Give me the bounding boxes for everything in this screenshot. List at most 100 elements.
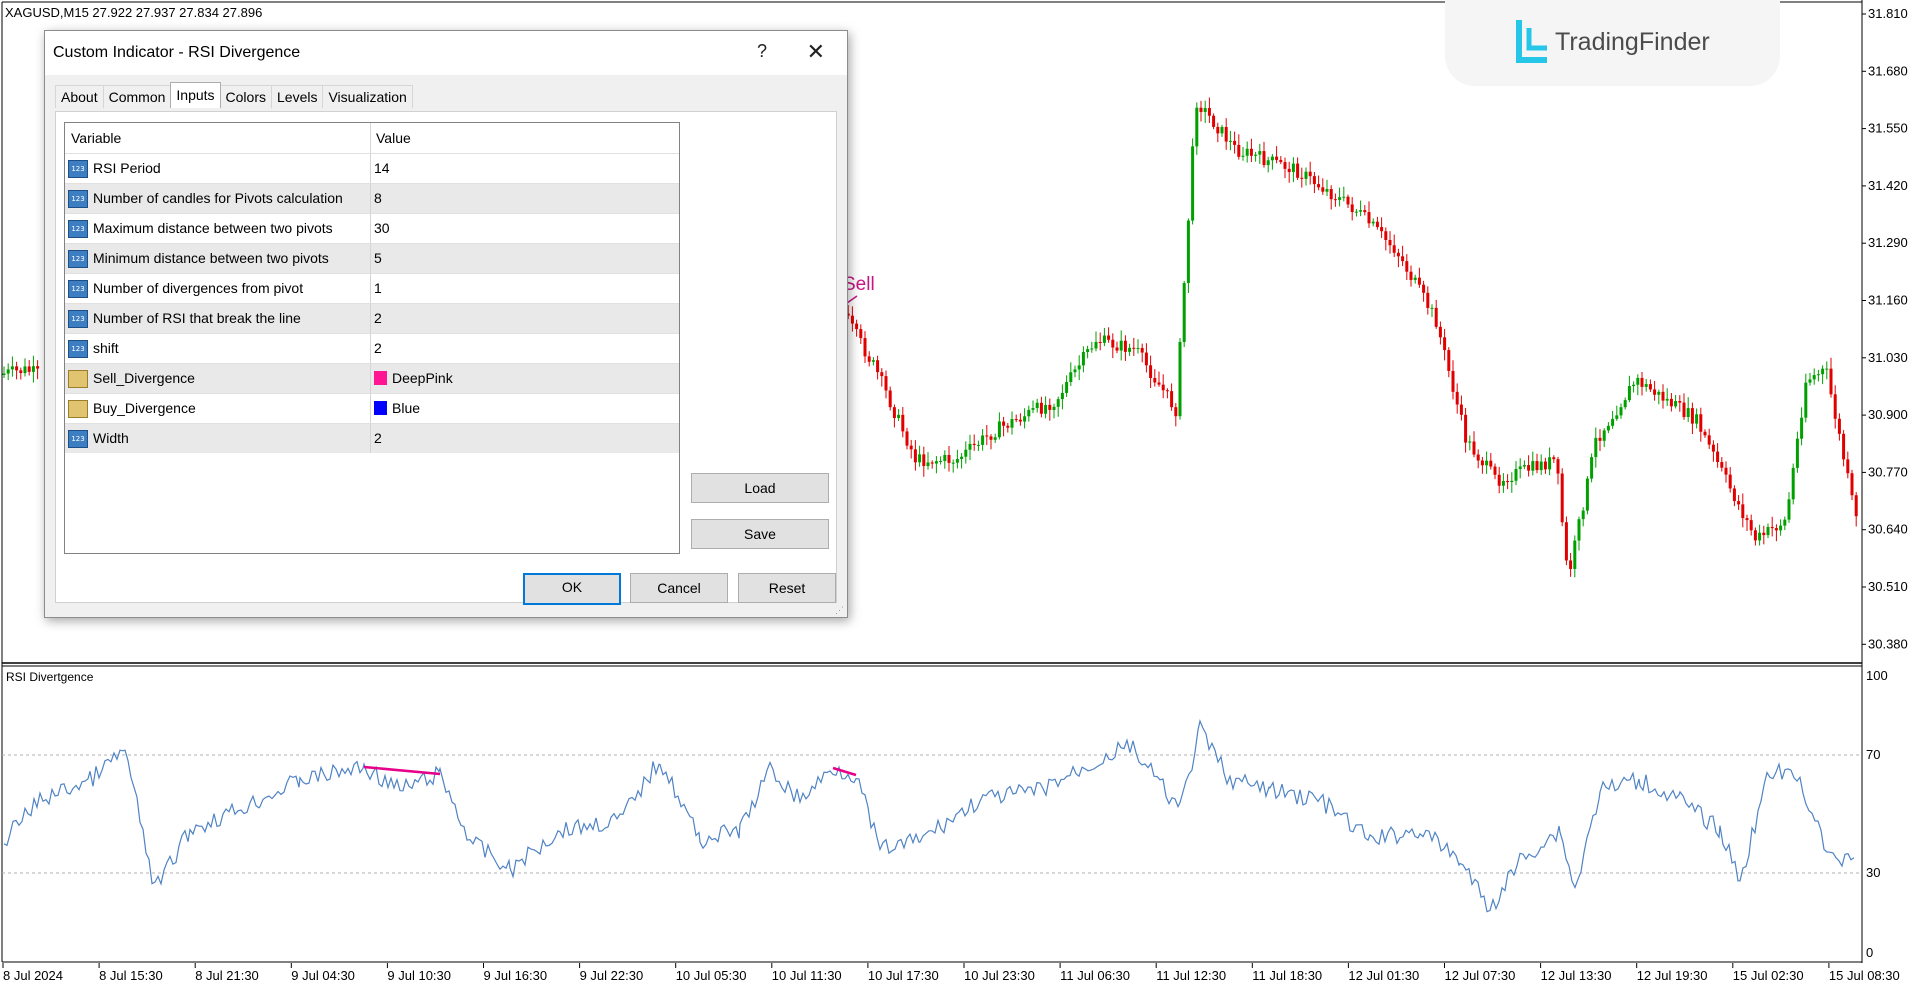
- candle-body: [1396, 252, 1400, 257]
- table-row[interactable]: Sell_Divergence DeepPink: [65, 363, 679, 393]
- candle-body: [1783, 519, 1787, 526]
- close-icon[interactable]: ✕: [806, 39, 825, 64]
- table-row[interactable]: 123 Number of divergences from pivot 1: [65, 273, 679, 303]
- candle-body: [1854, 495, 1858, 517]
- dialog-title-bar[interactable]: Custom Indicator - RSI Divergence ? ✕: [45, 31, 847, 75]
- candle-body: [1842, 433, 1846, 460]
- candle-body: [1804, 382, 1808, 418]
- candle-body: [1102, 335, 1106, 343]
- candle-body: [1069, 372, 1073, 382]
- candle-body: [1598, 437, 1602, 441]
- candle-body: [1140, 347, 1144, 353]
- candle-body: [1203, 108, 1207, 112]
- candle-body: [1287, 168, 1291, 173]
- variable-value[interactable]: 5: [374, 250, 382, 266]
- ok-button[interactable]: OK: [523, 573, 621, 605]
- candle-body: [939, 460, 943, 462]
- table-row[interactable]: 123 Number of candles for Pivots calculat…: [65, 183, 679, 213]
- variable-name: shift: [93, 340, 119, 356]
- candle-body: [1623, 400, 1627, 408]
- load-button[interactable]: Load: [691, 473, 829, 503]
- save-button[interactable]: Save: [691, 519, 829, 549]
- tab-colors[interactable]: Colors: [219, 85, 272, 108]
- time-tick-label: 12 Jul 07:30: [1445, 968, 1516, 983]
- cancel-button[interactable]: Cancel: [630, 573, 728, 603]
- candle-body: [1371, 221, 1375, 224]
- variable-value[interactable]: 14: [374, 160, 390, 176]
- candle-body: [1153, 377, 1157, 383]
- candle-body: [1476, 454, 1480, 461]
- candle-body: [1690, 408, 1694, 424]
- candle-body: [1443, 337, 1447, 351]
- time-tick-label: 9 Jul 22:30: [580, 968, 644, 983]
- candle-body: [989, 436, 993, 440]
- candle-body: [1464, 414, 1468, 443]
- candle-body: [1275, 156, 1279, 160]
- candle-body: [1758, 532, 1762, 541]
- candle-body: [19, 370, 23, 374]
- price-tick-label: 30.770: [1868, 464, 1908, 479]
- time-tick-label: 11 Jul 06:30: [1060, 968, 1130, 983]
- candle-body: [1699, 414, 1703, 432]
- tab-visualization[interactable]: Visualization: [322, 85, 413, 108]
- variable-value[interactable]: 2: [374, 310, 382, 326]
- candle-body: [1501, 481, 1505, 486]
- candle-body: [926, 462, 930, 467]
- variable-value[interactable]: DeepPink: [374, 364, 453, 393]
- reset-button[interactable]: Reset: [738, 573, 836, 603]
- table-row[interactable]: 123 shift 2: [65, 333, 679, 363]
- candle-body: [1413, 277, 1417, 280]
- table-row[interactable]: 123 Minimum distance between two pivots 5: [65, 243, 679, 273]
- variable-value[interactable]: 8: [374, 190, 382, 206]
- dialog-title: Custom Indicator - RSI Divergence: [53, 44, 301, 61]
- tab-levels[interactable]: Levels: [271, 85, 324, 108]
- price-axis: 31.810 31.680 31.550 31.420 31.290 31.160 31.0…: [1862, 6, 1908, 651]
- candle-body: [1451, 370, 1455, 392]
- variable-name: Number of candles for Pivots calculation: [93, 190, 343, 206]
- candle-body: [960, 456, 964, 460]
- number-variable-icon: 123: [68, 280, 88, 298]
- candle-body: [1741, 504, 1745, 519]
- price-tick-label: 31.550: [1868, 121, 1908, 136]
- header-value: Value: [376, 130, 411, 146]
- candle-body: [1535, 461, 1539, 471]
- table-row[interactable]: 123 Number of RSI that break the line 2: [65, 303, 679, 333]
- candle-body: [846, 313, 850, 316]
- price-tick-label: 31.290: [1868, 235, 1908, 250]
- variable-value[interactable]: 2: [374, 340, 382, 356]
- candle-body: [1661, 391, 1665, 401]
- candle-body: [1279, 159, 1283, 163]
- color-variable-icon: [68, 400, 88, 418]
- tab-common[interactable]: Common: [102, 85, 172, 108]
- variable-value[interactable]: 2: [374, 430, 382, 446]
- variable-value[interactable]: 30: [374, 220, 390, 236]
- candle-body: [1480, 460, 1484, 466]
- tab-about[interactable]: About: [55, 85, 104, 108]
- color-swatch: [374, 371, 387, 385]
- table-row[interactable]: 123 Maximum distance between two pivots 30: [65, 213, 679, 243]
- variable-value[interactable]: 1: [374, 280, 382, 296]
- candle-body: [1207, 108, 1211, 116]
- candle-body: [1837, 418, 1841, 434]
- time-tick-label: 11 Jul 12:30: [1156, 968, 1226, 983]
- candle-body: [1510, 480, 1514, 483]
- tab-inputs[interactable]: Inputs: [170, 82, 221, 108]
- variable-name: RSI Period: [93, 160, 161, 176]
- table-row[interactable]: 123 RSI Period 14: [65, 153, 679, 183]
- help-button[interactable]: ?: [756, 41, 767, 61]
- number-variable-icon: 123: [68, 160, 88, 178]
- candle-body: [913, 449, 917, 463]
- candle-body: [1795, 438, 1799, 468]
- table-row[interactable]: 123 Width 2: [65, 423, 679, 453]
- candle-body: [1249, 148, 1253, 156]
- candle-body: [888, 390, 892, 408]
- price-tick-label: 31.680: [1868, 63, 1908, 78]
- table-row[interactable]: Buy_Divergence Blue: [65, 393, 679, 423]
- candle-body: [1220, 126, 1224, 134]
- candle-body: [31, 366, 35, 372]
- candle-body: [1611, 418, 1615, 426]
- variable-value[interactable]: Blue: [374, 394, 420, 423]
- resize-grip-icon[interactable]: ⋰: [835, 605, 844, 615]
- candle-body: [964, 449, 968, 457]
